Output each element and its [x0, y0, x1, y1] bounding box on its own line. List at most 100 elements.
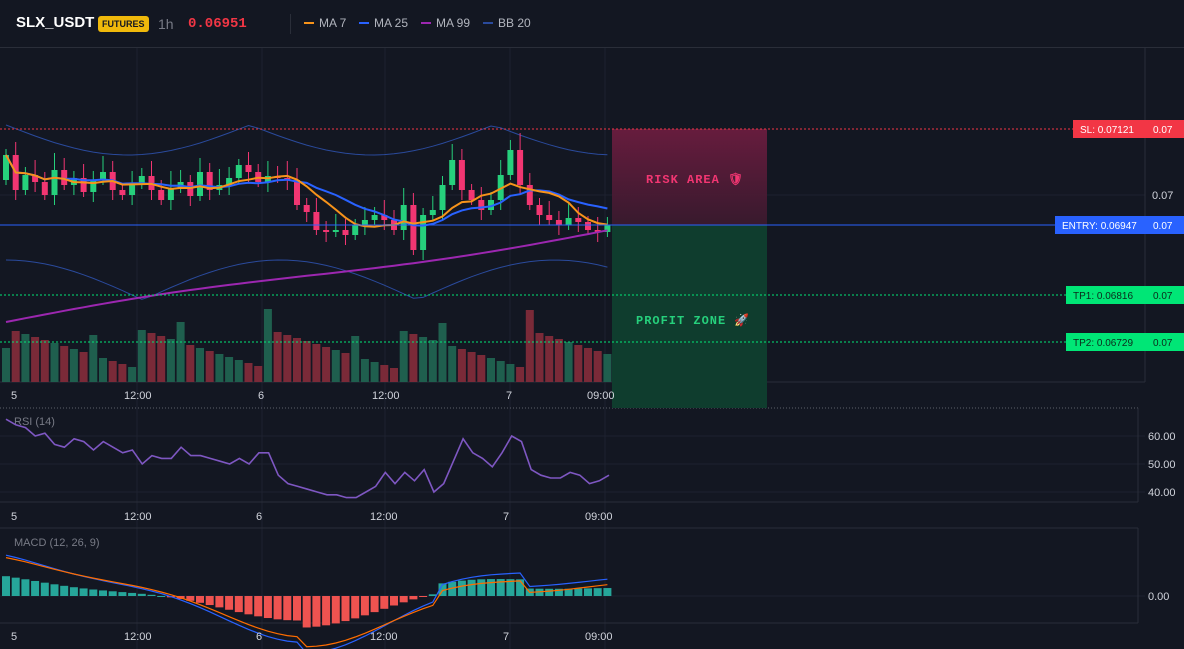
- volume-bar: [390, 368, 398, 382]
- macd-title[interactable]: MACD (12, 26, 9): [14, 537, 100, 549]
- candle-body: [594, 230, 601, 232]
- volume-bar: [186, 345, 195, 382]
- volume-bar: [79, 352, 88, 382]
- candle-body: [585, 222, 591, 230]
- volume-bar: [467, 352, 476, 382]
- time-label: 6: [256, 631, 262, 643]
- candle-body: [294, 180, 300, 205]
- macd-hist-bar: [263, 596, 272, 619]
- candle-body: [80, 178, 87, 192]
- time-label: 5: [11, 631, 17, 643]
- volume-bar: [477, 355, 486, 382]
- volume-bar: [21, 334, 30, 382]
- volume-bar: [254, 366, 263, 382]
- macd-hist-bar: [380, 596, 389, 609]
- macd-hist-bar: [99, 590, 107, 596]
- futures-badge: FUTURES: [98, 16, 149, 32]
- ma25-swatch: [359, 22, 369, 24]
- candle-body: [167, 188, 174, 200]
- candle-body: [575, 218, 582, 222]
- candle-body: [226, 178, 233, 185]
- sl-tag[interactable]: SL: 0.07121 0.07: [1073, 120, 1184, 138]
- risk-area-zone[interactable]: [612, 129, 767, 225]
- candle-body: [32, 175, 39, 182]
- time-label: 5: [11, 511, 17, 523]
- time-label: 5: [11, 390, 17, 402]
- volume-bar: [574, 345, 583, 382]
- profit-zone[interactable]: [612, 225, 767, 408]
- macd-hist-bar: [603, 588, 612, 596]
- tp1-tag[interactable]: TP1: 0.06816 0.07: [1066, 286, 1184, 304]
- macd-hist-bar: [331, 596, 340, 624]
- legend-ma7[interactable]: MA 7: [304, 16, 346, 30]
- volume-bar: [225, 357, 234, 382]
- ma7-swatch: [304, 22, 314, 24]
- risk-area-label: RISK AREA 🛡: [646, 172, 744, 187]
- macd-hist-bar: [487, 579, 495, 596]
- macd-hist-bar: [293, 596, 301, 621]
- candle-body: [400, 205, 407, 230]
- candle-body: [303, 205, 310, 212]
- volume-bar: [448, 346, 457, 382]
- volume-bar: [244, 363, 253, 382]
- bb20-swatch: [483, 22, 493, 24]
- macd-hist-bar: [438, 583, 447, 596]
- macd-hist-bar: [147, 594, 156, 596]
- volume-bar: [166, 339, 175, 382]
- volume-bar: [525, 310, 534, 382]
- time-axis-rsi: 5 12:00 6 12:00 7 09:00: [11, 511, 613, 523]
- legend-ma25[interactable]: MA 25: [359, 16, 408, 30]
- rsi-title[interactable]: RSI (14): [14, 416, 55, 428]
- volume-bar: [584, 348, 592, 382]
- volume-bar: [69, 349, 78, 382]
- macd-hist-bar: [2, 576, 10, 596]
- macd-hist-bar: [21, 579, 30, 596]
- candle-body: [197, 172, 203, 196]
- volume-bar: [302, 341, 311, 382]
- candle-body: [517, 150, 524, 185]
- candle-body: [526, 185, 533, 205]
- candle-body: [61, 170, 68, 185]
- legend-bb20[interactable]: BB 20: [483, 16, 531, 30]
- macd-hist-bar: [312, 596, 321, 627]
- macd-hist-bar: [477, 579, 486, 596]
- legend-ma99[interactable]: MA 99: [421, 16, 470, 30]
- volume-bar: [535, 333, 544, 382]
- entry-tag-label: ENTRY: 0.06947: [1062, 221, 1137, 232]
- volume-bar: [196, 348, 204, 382]
- last-price: 0.06951: [188, 16, 247, 32]
- volume-bar: [273, 332, 282, 382]
- time-label: 7: [506, 390, 512, 402]
- candle-body: [206, 172, 213, 190]
- volume-bar: [283, 335, 292, 382]
- macd-hist-bar: [108, 591, 117, 596]
- volume-bar: [176, 322, 185, 382]
- macd-hist-bar: [496, 579, 505, 596]
- macd-histogram: [2, 576, 612, 628]
- candle-body: [439, 185, 446, 210]
- macd-hist-bar: [196, 596, 204, 603]
- candle-body: [565, 218, 572, 225]
- macd-hist-bar: [60, 585, 69, 596]
- legend-ma99-label: MA 99: [436, 16, 471, 30]
- macd-hist-bar: [341, 596, 350, 622]
- tp1-tag-label: TP1: 0.06816: [1073, 291, 1133, 302]
- candle-body: [129, 184, 136, 195]
- tp2-tag[interactable]: TP2: 0.06729 0.07: [1066, 333, 1184, 351]
- legend-bb20-label: BB 20: [498, 16, 531, 30]
- macd-hist-bar: [351, 596, 360, 619]
- macd-hist-bar: [137, 593, 146, 596]
- volume-bar: [205, 351, 214, 382]
- macd-hist-bar: [31, 580, 40, 596]
- volume-bar: [554, 339, 563, 382]
- candle-body: [3, 155, 9, 180]
- rsi-tick: 40.00: [1148, 487, 1176, 499]
- time-label: 6: [258, 390, 264, 402]
- header-divider: [290, 14, 291, 34]
- volume-bar: [409, 334, 418, 382]
- timeframe-selector[interactable]: 1h: [158, 16, 174, 32]
- symbol-title[interactable]: SLX_USDT: [16, 14, 95, 31]
- macd-hist-bar: [40, 582, 49, 596]
- entry-tag[interactable]: ENTRY: 0.06947 0.07: [1055, 216, 1184, 234]
